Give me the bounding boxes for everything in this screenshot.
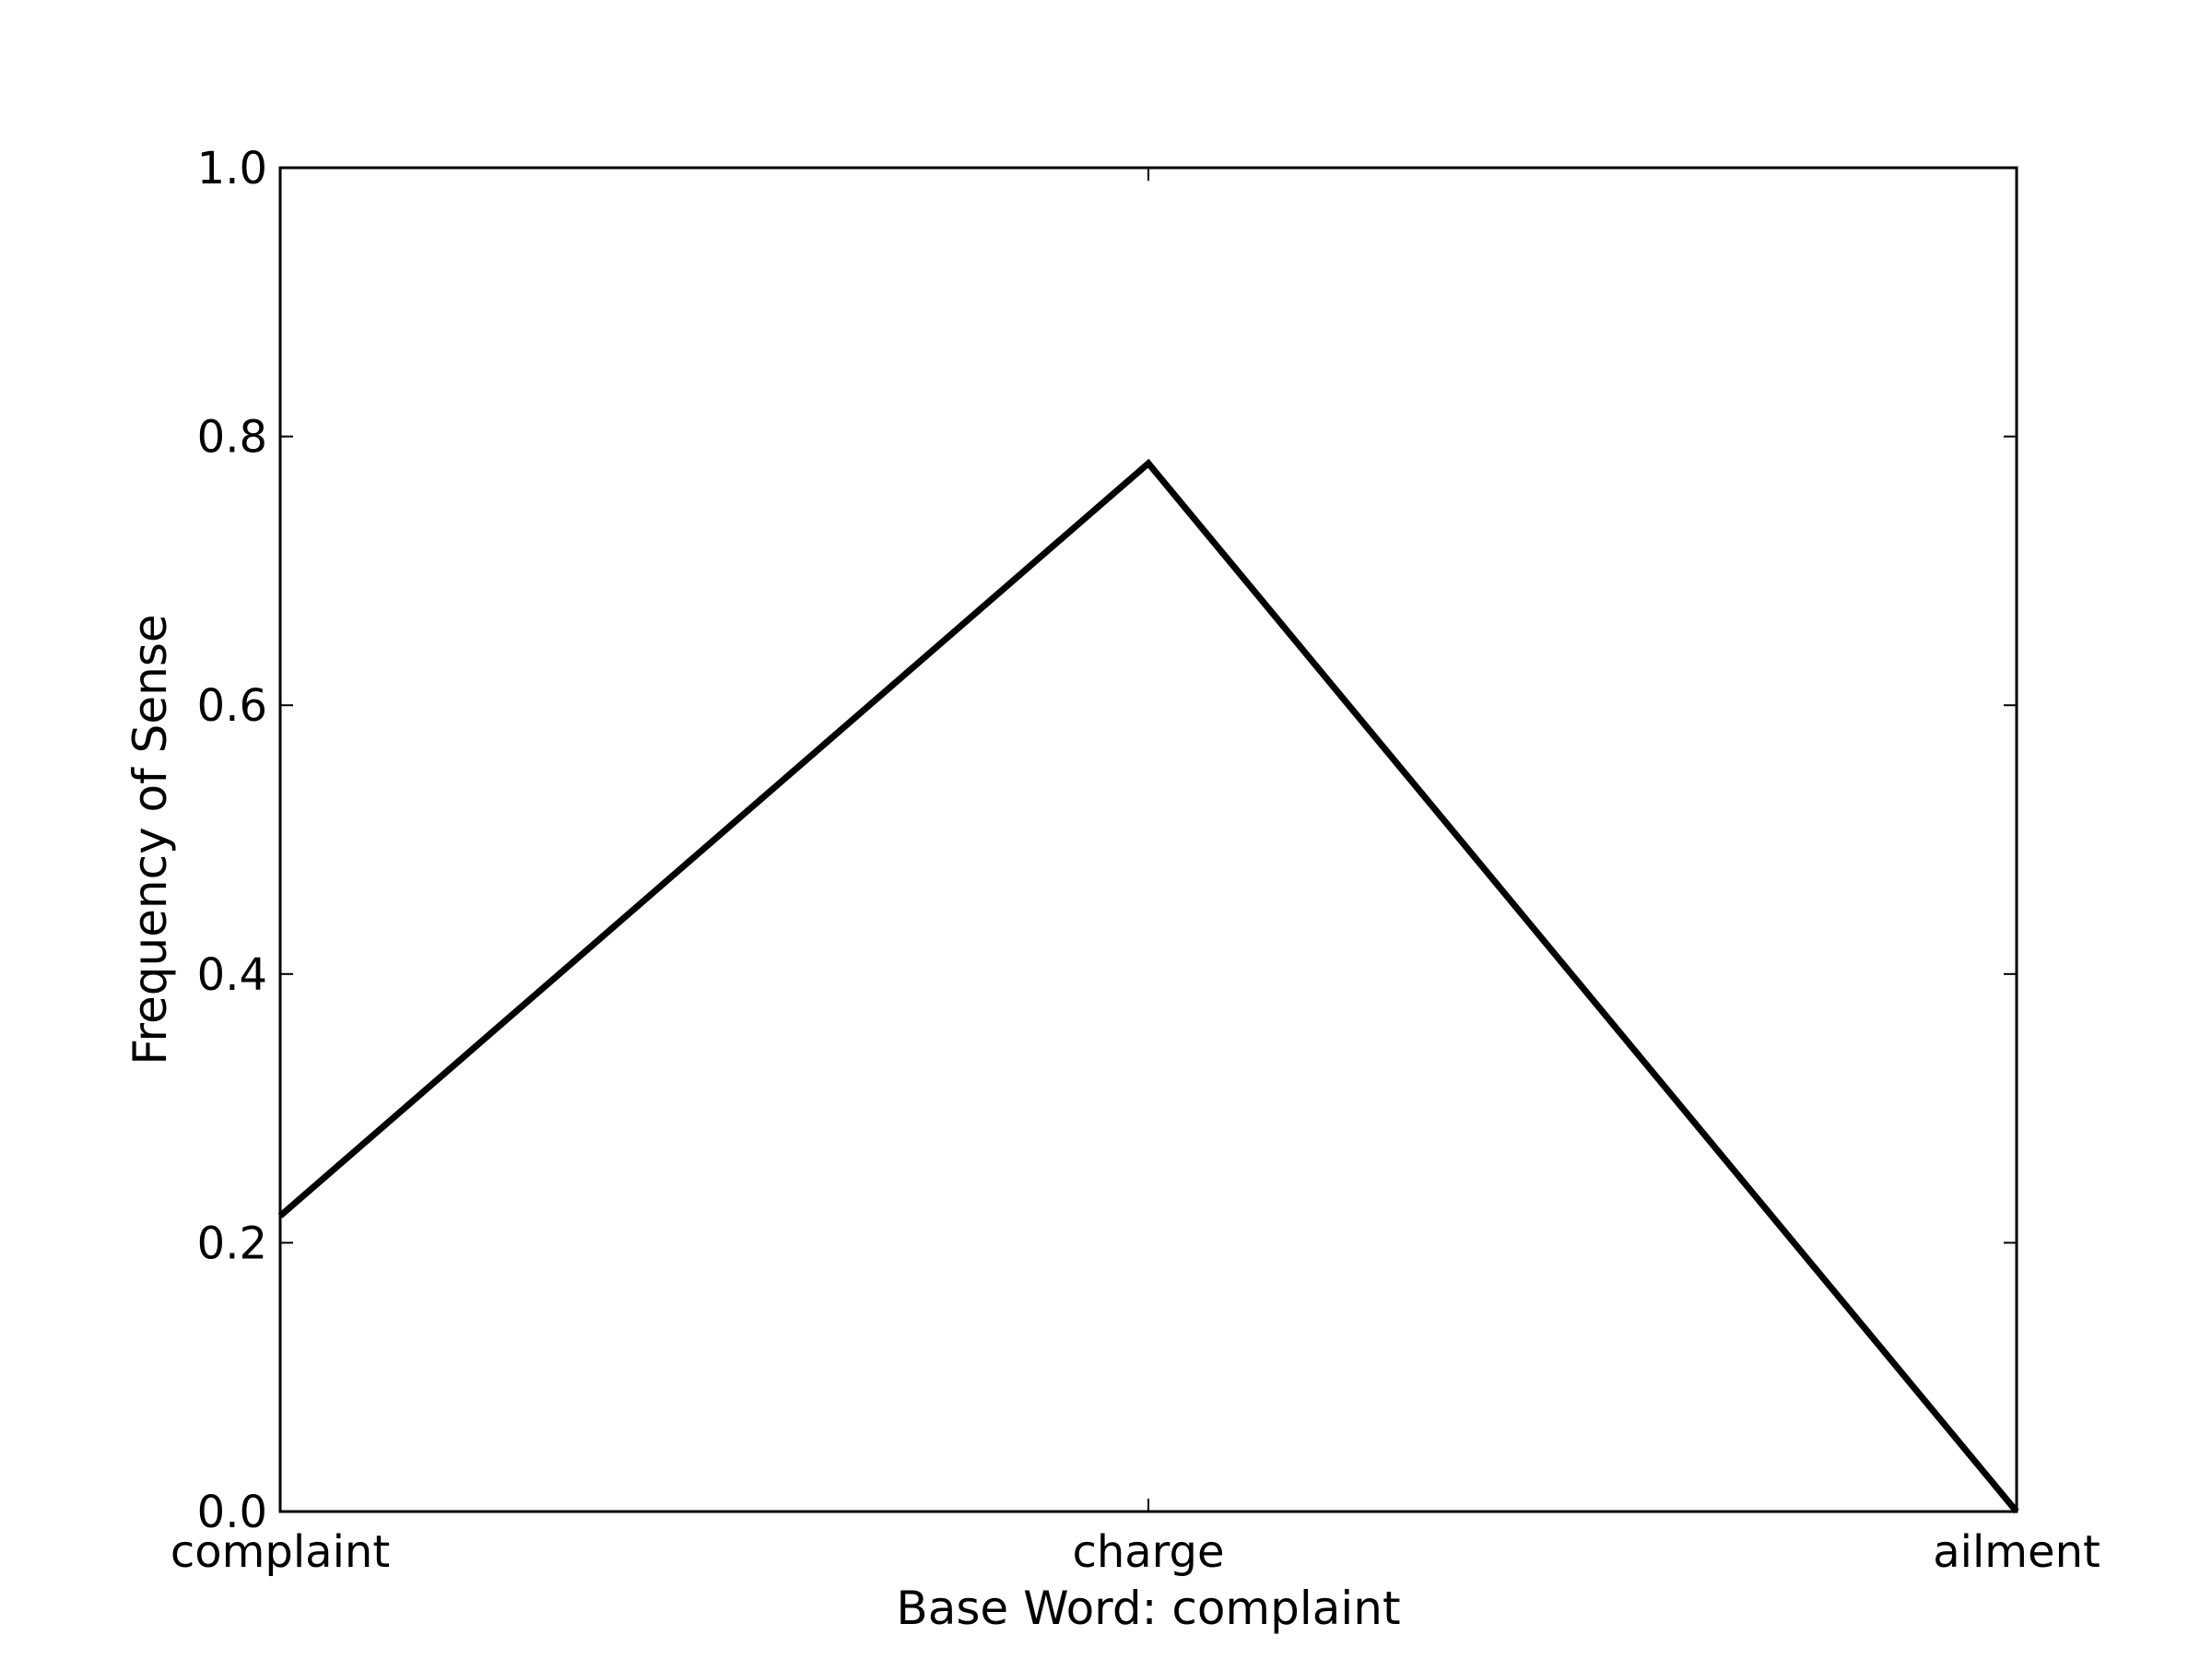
x-axis-label: Base Word: complaint [896, 1582, 1400, 1635]
x-tick-label: complaint [171, 1526, 390, 1578]
y-tick-label: 0.6 [197, 680, 267, 732]
series-layer [277, 458, 2019, 1514]
plot-frame [278, 166, 2018, 1513]
y-tick-label: 0.2 [197, 1218, 267, 1269]
y-tick-label: 0.4 [197, 949, 267, 1001]
x-tick-label: ailment [1933, 1526, 2100, 1578]
tick-labels-layer: 0.0 0.2 0.4 0.6 0.8 1.0 complaint charge ailment [171, 143, 2100, 1578]
y-tick-label: 1.0 [197, 143, 267, 194]
x-tick-label: charge [1072, 1526, 1224, 1578]
y-axis-label: Frequency of Sense [124, 614, 177, 1065]
plot-area [280, 168, 2017, 1512]
y-tick-label: 0.0 [197, 1487, 267, 1538]
y-tick-label: 0.8 [197, 412, 267, 464]
series-line [277, 458, 2019, 1514]
